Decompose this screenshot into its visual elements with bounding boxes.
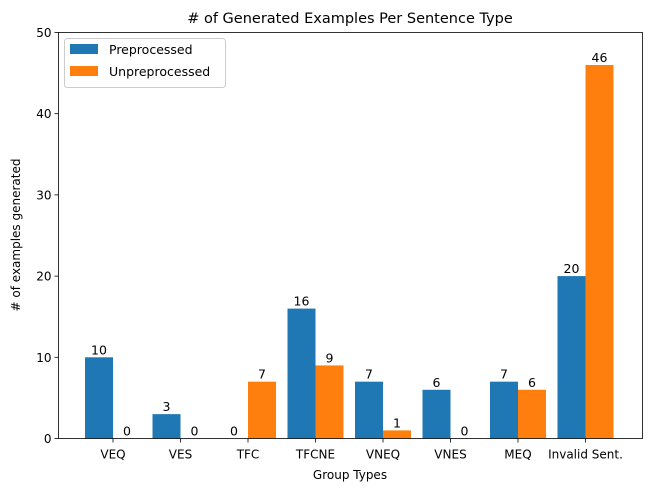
data-label: 6 xyxy=(528,375,536,390)
data-label: 1 xyxy=(393,415,401,430)
x-tick-label: VES xyxy=(169,448,192,462)
y-tick-label: 0 xyxy=(44,432,52,446)
x-tick-label: VNES xyxy=(434,448,466,462)
bar-unpreprocessed-tfcne xyxy=(315,365,344,439)
data-label: 10 xyxy=(91,342,107,357)
legend-label: Unpreprocessed xyxy=(109,64,210,79)
data-label: 7 xyxy=(258,367,266,382)
x-tick-label: TFC xyxy=(236,448,260,462)
data-label: 20 xyxy=(564,261,580,276)
y-tick-label: 20 xyxy=(36,270,51,284)
data-label: 0 xyxy=(461,424,469,439)
y-tick-label: 30 xyxy=(36,188,51,202)
y-tick-label: 50 xyxy=(36,26,51,40)
x-tick-label: VNEQ xyxy=(366,448,400,462)
bar-preprocessed-meq xyxy=(490,381,518,439)
data-label: 0 xyxy=(123,424,131,439)
bar-preprocessed-vneq xyxy=(355,381,383,439)
bar-unpreprocessed-tfc xyxy=(248,381,276,439)
bar-preprocessed-invalid-sent- xyxy=(557,276,586,439)
data-label: 16 xyxy=(294,294,310,309)
plot-frame xyxy=(58,32,643,439)
data-label: 0 xyxy=(230,424,238,439)
data-label: 9 xyxy=(326,350,334,365)
data-label: 6 xyxy=(433,375,441,390)
chart-title: # of Generated Examples Per Sentence Typ… xyxy=(187,11,513,27)
bar-preprocessed-vnes xyxy=(422,389,451,439)
data-label: 0 xyxy=(191,424,199,439)
x-tick-label: Invalid Sent. xyxy=(548,448,623,462)
data-label: 7 xyxy=(500,367,508,382)
x-axis-label: Group Types xyxy=(313,468,387,482)
data-label: 7 xyxy=(365,367,373,382)
x-tick-label: VEQ xyxy=(100,448,125,462)
bar-preprocessed-veq xyxy=(85,357,113,439)
y-axis-label: # of examples generated xyxy=(9,159,23,312)
data-label: 46 xyxy=(592,50,608,65)
bar-unpreprocessed-invalid-sent- xyxy=(585,64,614,439)
x-tick-label: TFCNE xyxy=(295,448,335,462)
legend-swatch xyxy=(70,66,98,76)
bar-preprocessed-tfcne xyxy=(287,308,316,439)
bar-preprocessed-ves xyxy=(152,414,181,439)
legend-box xyxy=(64,38,226,88)
data-label: 3 xyxy=(163,399,171,414)
bar-unpreprocessed-meq xyxy=(518,389,546,439)
legend: Preprocessed Unpreprocessed xyxy=(64,38,226,88)
legend-swatch xyxy=(70,44,98,54)
y-tick-label: 40 xyxy=(36,107,51,121)
bar-unpreprocessed-vneq xyxy=(383,430,411,439)
legend-label: Preprocessed xyxy=(109,42,193,57)
x-tick-label: MEQ xyxy=(504,448,531,462)
y-tick-label: 10 xyxy=(36,351,51,365)
